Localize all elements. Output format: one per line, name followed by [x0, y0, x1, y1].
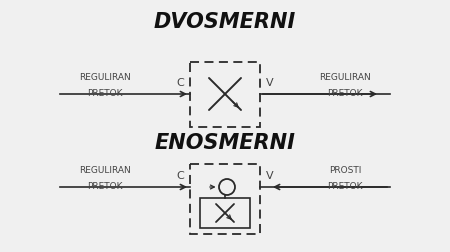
Text: REGULIRAN: REGULIRAN — [79, 165, 131, 174]
Bar — [190, 164, 260, 234]
Text: ENOSMERNI: ENOSMERNI — [154, 133, 296, 152]
Text: C: C — [176, 170, 184, 180]
Text: V: V — [266, 170, 274, 180]
Text: PRETOK: PRETOK — [327, 89, 363, 98]
Text: PRETOK: PRETOK — [87, 89, 123, 98]
Bar — [200, 198, 250, 228]
Text: DVOSMERNI: DVOSMERNI — [154, 12, 296, 32]
Bar — [190, 62, 260, 127]
Text: C: C — [176, 78, 184, 88]
Text: REGULIRAN: REGULIRAN — [319, 73, 371, 82]
Text: PRETOK: PRETOK — [87, 181, 123, 190]
Text: PRETOK: PRETOK — [327, 181, 363, 190]
Text: REGULIRAN: REGULIRAN — [79, 73, 131, 82]
Text: PROSTI: PROSTI — [329, 165, 361, 174]
Text: V: V — [266, 78, 274, 88]
